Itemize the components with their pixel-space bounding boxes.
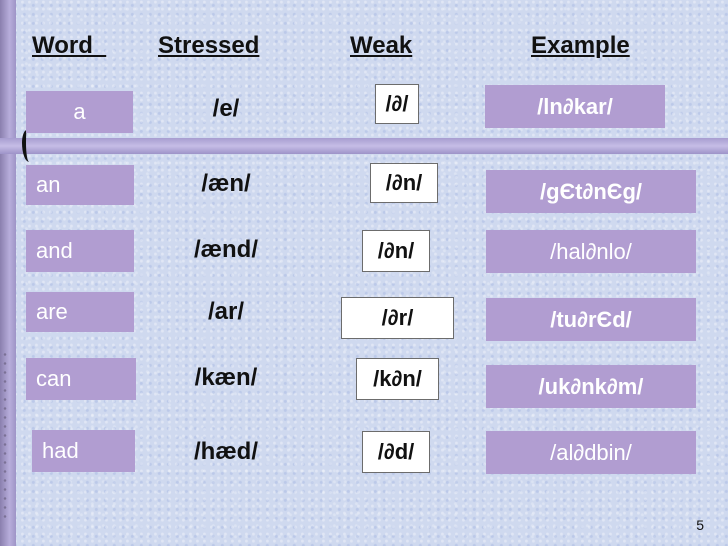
- stressed-form: /kæn/: [194, 364, 258, 391]
- example-cell: /al∂dbin/: [486, 431, 696, 474]
- header-stressed: Stressed: [158, 32, 260, 59]
- stressed-form: /æn/: [201, 170, 251, 197]
- word-cell: a: [26, 91, 133, 133]
- header-weak: Weak: [350, 32, 413, 59]
- weak-form: /∂/: [375, 84, 419, 124]
- header-word: Word: [32, 32, 107, 59]
- weak-form: /k∂n/: [356, 358, 439, 400]
- weak-form: /∂d/: [362, 431, 430, 473]
- word-cell: had: [32, 430, 135, 472]
- example-cell: /hal∂nlo/: [486, 230, 696, 273]
- page-number: 5: [696, 517, 704, 533]
- word-cell: can: [26, 358, 136, 400]
- weak-form: /∂n/: [362, 230, 430, 272]
- header-example: Example: [531, 32, 630, 59]
- stressed-form: /hæd/: [194, 438, 258, 465]
- stressed-form: /ænd/: [194, 236, 258, 263]
- word-cell: are: [26, 292, 134, 332]
- word-cell: an: [26, 165, 134, 205]
- example-cell: /gЄt∂nЄg/: [486, 170, 696, 213]
- weak-form: /∂r/: [341, 297, 454, 339]
- decorative-dots: [3, 350, 7, 520]
- weak-form: /∂n/: [370, 163, 438, 203]
- word-cell: and: [26, 230, 134, 272]
- stressed-form: /ar/: [207, 298, 245, 325]
- example-cell: /ln∂kar/: [485, 85, 665, 128]
- decorative-horizontal-bar: [0, 138, 728, 154]
- example-cell: /tu∂rЄd/: [486, 298, 696, 341]
- example-cell: /uk∂nk∂m/: [486, 365, 696, 408]
- decorative-curl: [22, 130, 34, 162]
- stressed-form: /e/: [212, 95, 240, 122]
